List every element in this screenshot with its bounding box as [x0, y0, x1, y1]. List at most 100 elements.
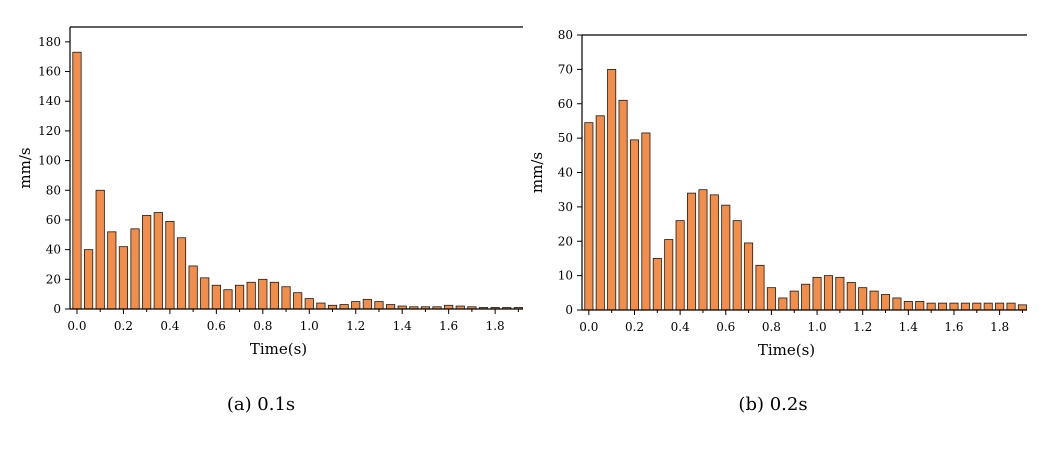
bar: [188, 265, 198, 310]
bar: [846, 282, 856, 311]
bar: [281, 286, 291, 310]
bar: [698, 189, 708, 311]
y-tick-label: 60: [46, 213, 61, 227]
bar: [618, 99, 628, 311]
bar: [107, 231, 117, 310]
bar: [881, 294, 891, 311]
bar: [687, 192, 697, 311]
bar: [339, 304, 349, 310]
bar: [789, 290, 799, 311]
bar: [223, 289, 233, 310]
x-tick-label: 1.2: [346, 319, 365, 333]
x-tick-label: 0.0: [579, 320, 598, 334]
bar: [938, 302, 948, 311]
y-tick-label: 40: [558, 166, 573, 180]
bar: [84, 249, 94, 310]
y-tick-label: 100: [38, 154, 61, 168]
bar: [629, 139, 640, 311]
bar: [153, 212, 163, 310]
bar: [269, 281, 280, 310]
bar: [211, 284, 221, 310]
bar: [801, 283, 811, 311]
bar: [926, 302, 936, 311]
caption-b: (b) 0.2s: [738, 394, 808, 415]
y-tick-label: 80: [46, 183, 61, 197]
x-tick-label: 0.4: [160, 319, 179, 333]
bar: [823, 275, 833, 311]
bar: [744, 242, 754, 311]
bar: [258, 278, 268, 310]
bar: [652, 258, 662, 311]
x-tick-label: 1.4: [899, 320, 918, 334]
bar: [293, 292, 303, 310]
bar: [812, 276, 822, 311]
y-tick-label: 0: [565, 303, 573, 317]
y-tick-label: 120: [38, 124, 61, 138]
x-tick-label: 0.4: [671, 320, 690, 334]
bar: [130, 228, 140, 310]
y-tick-label: 20: [46, 272, 61, 286]
bar: [960, 302, 970, 311]
bar: [304, 298, 314, 310]
x-tick-label: 1.6: [439, 319, 458, 333]
bar: [835, 276, 845, 311]
bar: [766, 287, 776, 311]
bar: [675, 220, 685, 311]
bar: [385, 304, 396, 310]
y-tick-label: 60: [558, 97, 573, 111]
bar: [200, 277, 210, 310]
y-tick-label: 140: [38, 94, 61, 108]
x-tick-label: 0.0: [67, 319, 86, 333]
bar: [234, 284, 245, 310]
x-tick-label: 0.6: [716, 320, 735, 334]
x-tick-label: 0.8: [253, 319, 272, 333]
bar: [755, 264, 765, 311]
bar: [351, 301, 361, 310]
x-tick-label: 1.8: [990, 320, 1009, 334]
bar: [595, 115, 605, 311]
bar: [246, 281, 256, 310]
chart-b: 0 10 20 30 40 50 60 70 80 0.0 0.2 0.4 0.6 0.8 1.0 1.2 1.…: [528, 28, 1027, 359]
chart-a: 0 20 40 60 80 100 120 140 160 180 0.0 0.2 0.4 0.6 0.8 1…: [16, 26, 523, 358]
y-tick-label: 50: [558, 131, 573, 145]
y-tick-label: 40: [46, 243, 61, 257]
bar: [664, 239, 674, 311]
y-tick-label: 160: [38, 65, 61, 79]
x-tick-label: 0.8: [762, 320, 781, 334]
bar: [1006, 302, 1016, 311]
bar: [721, 204, 731, 311]
bar: [176, 237, 187, 310]
bar: [316, 302, 326, 310]
bar: [983, 302, 993, 311]
x-axis-label: Time(s): [250, 340, 307, 358]
y-tick-label: 70: [558, 62, 573, 76]
bar: [1017, 304, 1027, 311]
bar: [949, 302, 959, 311]
bar: [915, 301, 925, 311]
y-tick-label: 0: [53, 302, 61, 316]
bar: [892, 297, 902, 311]
bar: [72, 51, 82, 310]
x-axis-label: Time(s): [758, 341, 815, 359]
bar: [869, 290, 879, 311]
y-tick-label: 20: [558, 234, 573, 248]
bar: [362, 298, 372, 310]
y-axis-label: mm/s: [16, 147, 34, 188]
bar: [607, 68, 617, 311]
bar: [972, 302, 982, 311]
bar: [732, 220, 742, 311]
bar: [584, 122, 594, 311]
y-axis-label: mm/s: [528, 152, 546, 193]
bar: [778, 297, 788, 311]
x-tick-label: 1.6: [944, 320, 963, 334]
bar: [142, 215, 152, 310]
bar: [374, 301, 384, 310]
x-tick-label: 0.2: [625, 320, 644, 334]
bar: [118, 246, 129, 310]
y-tick-label: 180: [38, 35, 61, 49]
bar: [95, 189, 105, 310]
x-tick-label: 1.0: [808, 320, 827, 334]
bar: [995, 302, 1005, 311]
bar: [858, 287, 868, 311]
